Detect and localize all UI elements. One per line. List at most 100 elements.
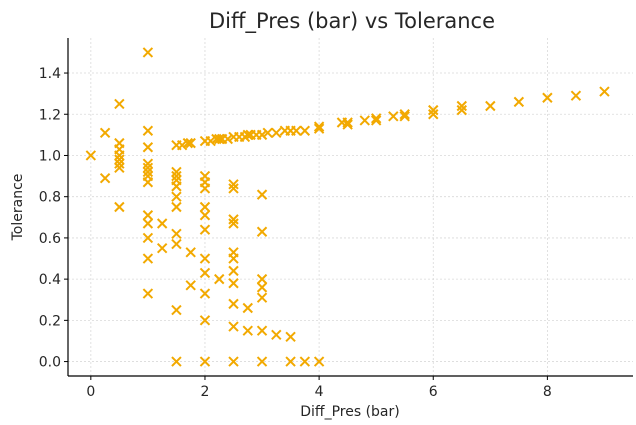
data-point <box>256 129 268 141</box>
data-point <box>399 109 410 120</box>
data-point <box>142 166 154 178</box>
y-ticks: 0.0 0.2 0.4 0.6 0.8 1.0 1.2 1.4 <box>39 66 68 371</box>
data-point <box>299 356 311 367</box>
data-point <box>256 282 268 293</box>
data-point <box>256 273 268 285</box>
data-point <box>142 210 154 221</box>
y-tick-label: 0.6 <box>39 231 61 247</box>
data-point <box>182 137 194 149</box>
data-point <box>199 183 211 194</box>
x-ticks: 0 2 4 6 8 <box>86 376 552 400</box>
grid <box>68 38 633 376</box>
x-tick-label: 8 <box>543 384 552 400</box>
data-point <box>214 133 225 145</box>
data-point <box>242 129 253 141</box>
data-point <box>256 292 268 303</box>
data-point <box>228 278 239 289</box>
data-point <box>171 166 182 178</box>
data-point <box>114 98 125 110</box>
data-point <box>185 280 196 291</box>
data-point <box>228 218 239 229</box>
data-point <box>156 243 168 254</box>
y-tick-label: 0.0 <box>39 355 61 371</box>
data-point <box>313 121 325 132</box>
data-point <box>228 183 239 194</box>
data-point <box>142 253 154 264</box>
data-point <box>228 265 239 277</box>
data-point <box>142 288 154 299</box>
data-point <box>370 113 382 124</box>
chart-title: Diff_Pres (bar) vs Tolerance <box>209 9 495 34</box>
data-point <box>256 356 268 367</box>
data-point <box>214 273 225 285</box>
data-point <box>313 123 325 134</box>
data-point <box>570 90 582 101</box>
data-point <box>114 158 125 169</box>
data-point <box>228 298 239 310</box>
y-tick-label: 0.4 <box>39 272 61 288</box>
x-tick-label: 6 <box>429 384 438 400</box>
data-point <box>142 162 154 174</box>
data-point <box>99 127 111 139</box>
data-point <box>285 331 296 343</box>
data-points <box>85 47 610 367</box>
data-point <box>85 150 97 161</box>
data-point <box>256 226 268 237</box>
data-point <box>228 214 239 225</box>
data-point <box>142 232 154 244</box>
data-point <box>114 154 125 165</box>
data-point <box>171 304 182 316</box>
x-axis-label: Diff_Pres (bar) <box>300 404 399 420</box>
data-point <box>599 86 610 97</box>
data-point <box>199 253 211 264</box>
data-point <box>185 137 196 149</box>
data-point <box>142 177 154 188</box>
y-tick-label: 1.2 <box>39 107 61 123</box>
y-tick-label: 1.0 <box>39 148 61 164</box>
y-axis-label: Tolerance <box>10 174 26 242</box>
data-point <box>171 170 182 182</box>
data-point <box>205 135 216 147</box>
data-point <box>176 139 188 151</box>
data-point <box>199 288 211 299</box>
data-point <box>399 111 410 122</box>
data-point <box>171 238 182 250</box>
data-point <box>299 125 311 136</box>
data-point <box>199 201 211 213</box>
data-point <box>485 100 496 112</box>
data-point <box>370 115 382 126</box>
data-point <box>228 179 239 190</box>
data-point <box>428 109 439 120</box>
data-point <box>271 329 282 340</box>
data-point <box>222 133 234 145</box>
data-point <box>242 325 253 336</box>
data-point <box>142 142 154 153</box>
data-point <box>228 253 239 264</box>
data-point <box>313 356 325 367</box>
data-point <box>99 172 111 184</box>
data-point <box>228 356 239 367</box>
data-point <box>271 127 282 139</box>
data-point <box>262 127 273 139</box>
y-tick-label: 1.4 <box>39 66 61 82</box>
data-point <box>199 315 211 326</box>
data-point <box>359 115 370 126</box>
data-point <box>114 201 125 213</box>
data-point <box>185 247 196 258</box>
data-point <box>171 228 182 239</box>
data-point <box>199 267 211 279</box>
data-point <box>199 224 211 235</box>
data-point <box>428 104 439 116</box>
x-tick-label: 2 <box>201 384 210 400</box>
data-point <box>171 181 182 192</box>
data-point <box>171 191 182 202</box>
x-tick-label: 0 <box>86 384 95 400</box>
data-point <box>142 218 154 229</box>
data-point <box>285 356 296 367</box>
data-point <box>171 356 182 367</box>
data-point <box>156 218 168 229</box>
data-point <box>228 321 239 332</box>
data-point <box>342 119 353 130</box>
data-point <box>456 104 467 116</box>
